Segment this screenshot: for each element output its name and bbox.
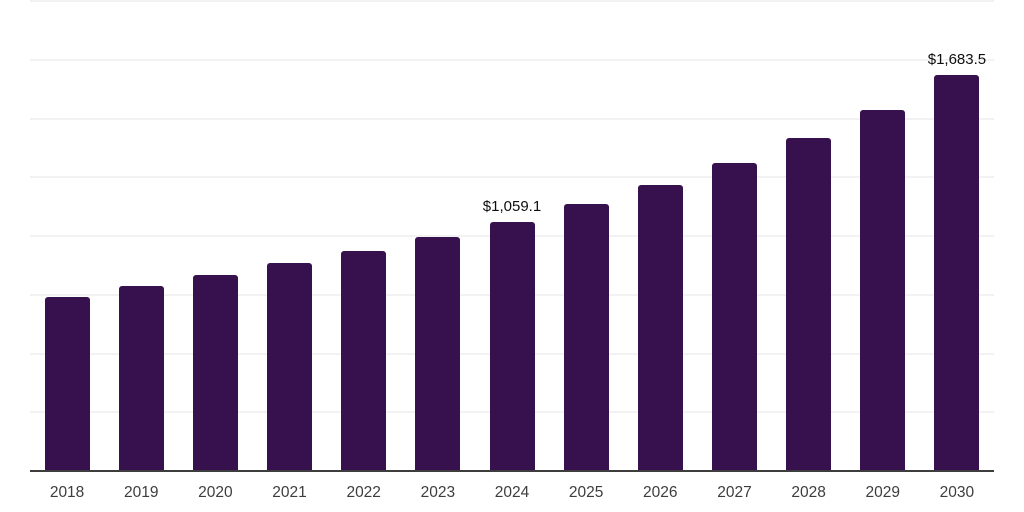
x-axis-line	[30, 470, 994, 472]
bar-2019	[118, 286, 164, 471]
bar-2023	[415, 237, 461, 471]
gridline-2000	[30, 0, 994, 2]
x-tick-label-2021: 2021	[272, 484, 307, 501]
value-label-2024: $1,059.1	[482, 198, 542, 216]
gridline-1250	[30, 176, 994, 179]
x-tick-label-2019: 2019	[123, 484, 159, 501]
gridline-1500	[30, 117, 994, 120]
x-tick-label-2024: 2024	[494, 484, 530, 501]
x-tick-label-2020: 2020	[198, 484, 233, 501]
bar-2018	[44, 296, 90, 471]
bar-2029	[860, 109, 906, 471]
bar-2020	[192, 275, 238, 471]
bar-2025	[563, 203, 609, 471]
x-tick-label-2025: 2025	[568, 484, 604, 501]
bar-2024	[489, 222, 535, 471]
x-tick-label-2018: 2018	[49, 484, 85, 501]
value-label-2030: $1,683.5	[927, 51, 987, 69]
bar-2027	[711, 163, 757, 471]
bar-2028	[786, 138, 832, 471]
gridline-1750	[30, 58, 994, 61]
x-tick-label-2027: 2027	[717, 484, 752, 501]
bar-2030	[934, 75, 980, 471]
bar-2021	[267, 263, 313, 471]
bar-2026	[637, 184, 683, 471]
x-tick-label-2030: 2030	[939, 484, 975, 501]
x-tick-label-2026: 2026	[643, 484, 678, 501]
bar-2022	[341, 250, 387, 471]
x-tick-label-2023: 2023	[420, 484, 456, 501]
x-tick-label-2029: 2029	[865, 484, 901, 501]
x-tick-label-2022: 2022	[346, 484, 381, 501]
x-tick-label-2028: 2028	[791, 484, 826, 501]
